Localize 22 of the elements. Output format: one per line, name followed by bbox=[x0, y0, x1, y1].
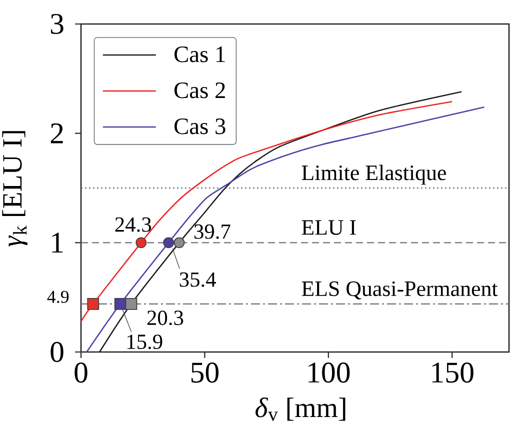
annotation: 39.7 bbox=[194, 224, 230, 239]
x-tick-label: 0 bbox=[74, 362, 88, 383]
legend-label: Cas 1 bbox=[174, 46, 225, 62]
y-axis-title: γ$_{k}$ [ELU I] bbox=[2, 131, 28, 246]
x-axis-title: δ$_{v}$ [mm] bbox=[256, 398, 346, 421]
annotation: 24.3 bbox=[115, 217, 152, 232]
x-tick-label: 150 bbox=[432, 362, 474, 383]
legend-label: Cas 2 bbox=[174, 82, 225, 98]
annotation: 35.4 bbox=[180, 272, 216, 287]
annotation: 20.3 bbox=[147, 310, 184, 326]
ref-line-label: ELU I bbox=[302, 220, 356, 235]
ref-line-label: ELS Quasi-Permanent bbox=[302, 281, 498, 300]
annotation: 4.9 bbox=[47, 290, 69, 303]
legend-label: Cas 3 bbox=[174, 118, 226, 134]
y-tick-label: 0 bbox=[50, 342, 64, 362]
x-tick-label: 100 bbox=[308, 362, 350, 383]
y-tick-label: 1 bbox=[52, 232, 63, 253]
x-tick-label: 50 bbox=[191, 362, 219, 383]
ref-line-label: Limite Elastique bbox=[302, 164, 446, 185]
annotation: 15.9 bbox=[127, 334, 162, 350]
y-tick-label: 2 bbox=[50, 123, 63, 144]
y-tick-label: 3 bbox=[50, 14, 64, 34]
